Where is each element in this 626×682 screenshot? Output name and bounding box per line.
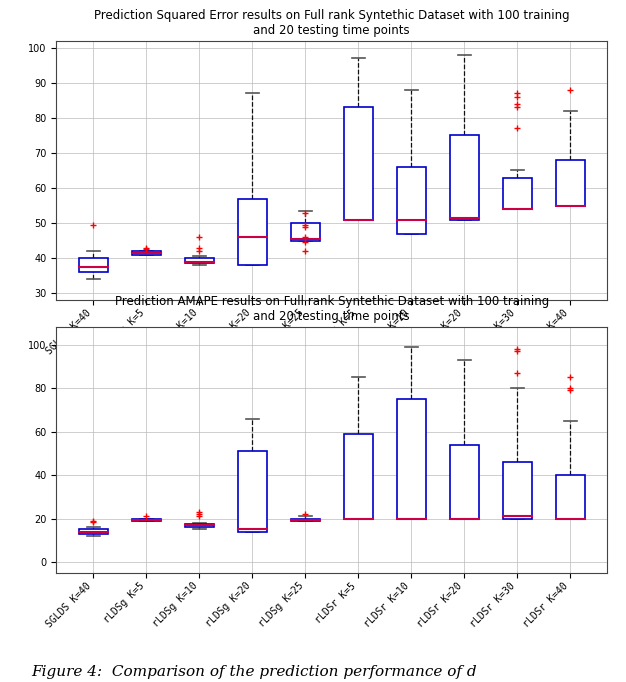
Bar [238,451,267,531]
Bar [449,445,479,518]
Bar [449,136,479,220]
Bar [79,529,108,534]
Bar [503,177,531,209]
Bar [397,167,426,233]
Bar [132,251,161,254]
Bar [132,518,161,521]
Bar [344,108,373,220]
Bar [503,462,531,518]
Bar [238,198,267,265]
Bar [79,258,108,272]
Bar [185,524,214,527]
Bar [290,223,320,241]
Title: Prediction Squared Error results on Full rank Syntethic Dataset with 100 trainin: Prediction Squared Error results on Full… [94,9,570,37]
Bar [556,475,585,518]
Text: Figure 4:  Comparison of the prediction performance of d: Figure 4: Comparison of the prediction p… [31,664,477,679]
Bar [344,434,373,518]
Bar [556,160,585,205]
Bar [185,258,214,263]
Bar [290,518,320,521]
Bar [397,399,426,518]
Title: Prediction AMAPE results on Full rank Syntethic Dataset with 100 training
and 20: Prediction AMAPE results on Full rank Sy… [115,295,549,323]
